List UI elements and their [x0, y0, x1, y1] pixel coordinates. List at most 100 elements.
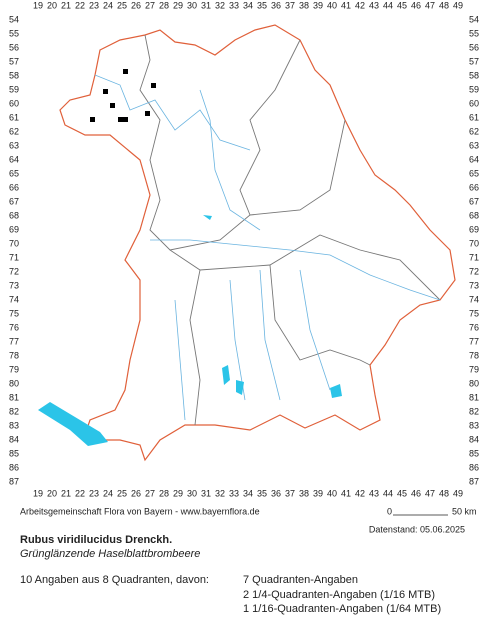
y-label: 85	[9, 448, 19, 458]
y-label: 55	[469, 28, 479, 38]
x-label: 24	[103, 0, 113, 10]
y-label: 70	[9, 238, 19, 248]
y-label: 78	[9, 350, 19, 360]
y-label: 84	[469, 434, 479, 444]
y-label: 56	[469, 42, 479, 52]
y-label: 68	[9, 210, 19, 220]
district-borders	[139, 34, 441, 426]
x-label: 38	[299, 0, 309, 10]
x-label: 41	[341, 488, 351, 498]
y-label: 75	[469, 308, 479, 318]
x-label: 21	[61, 488, 71, 498]
subtitle: Grünglänzende Haselblattbrombeere	[20, 548, 200, 560]
bavaria-border	[59, 24, 456, 462]
y-label: 69	[469, 224, 479, 234]
y-label: 65	[9, 168, 19, 178]
y-label: 86	[9, 462, 19, 472]
y-label: 61	[9, 112, 19, 122]
detail: 1 1/16-Quadranten-Angaben (1/64 MTB)	[243, 603, 441, 615]
x-label: 31	[201, 0, 211, 10]
y-label: 68	[469, 210, 479, 220]
x-label: 33	[229, 0, 239, 10]
x-label: 30	[187, 488, 197, 498]
y-label: 81	[469, 392, 479, 402]
x-label: 28	[159, 488, 169, 498]
x-label: 32	[215, 488, 225, 498]
x-label: 48	[439, 0, 449, 10]
y-label: 65	[469, 168, 479, 178]
x-label: 23	[89, 488, 99, 498]
y-label: 60	[9, 98, 19, 108]
y-label: 72	[469, 266, 479, 276]
y-label: 87	[469, 476, 479, 486]
y-label: 71	[9, 252, 19, 262]
x-label: 42	[355, 488, 365, 498]
y-label: 78	[469, 350, 479, 360]
scale-end: 50 km	[452, 506, 477, 516]
y-label: 64	[469, 154, 479, 164]
x-label: 46	[411, 0, 421, 10]
x-label: 30	[187, 0, 197, 10]
y-label: 64	[9, 154, 19, 164]
x-label: 26	[131, 0, 141, 10]
detail: 2 1/4-Quadranten-Angaben (1/16 MTB)	[243, 589, 435, 601]
x-label: 35	[257, 488, 267, 498]
x-label: 32	[215, 0, 225, 10]
detail: 7 Quadranten-Angaben	[243, 574, 358, 586]
y-label: 76	[9, 322, 19, 332]
x-label: 41	[341, 0, 351, 10]
y-label: 67	[469, 196, 479, 206]
x-label: 22	[75, 488, 85, 498]
x-label: 47	[425, 0, 435, 10]
y-label: 59	[9, 84, 19, 94]
y-label: 66	[469, 182, 479, 192]
x-label: 27	[145, 0, 155, 10]
x-label: 34	[243, 488, 253, 498]
x-label: 27	[145, 488, 155, 498]
x-label: 20	[47, 488, 57, 498]
x-label: 31	[201, 488, 211, 498]
x-label: 34	[243, 0, 253, 10]
summary: 10 Angaben aus 8 Quadranten, davon:	[20, 574, 209, 586]
x-label: 47	[425, 488, 435, 498]
y-label: 77	[469, 336, 479, 346]
x-label: 19	[33, 488, 43, 498]
rivers	[94, 74, 441, 421]
x-label: 24	[103, 488, 113, 498]
x-label: 33	[229, 488, 239, 498]
y-label: 57	[9, 56, 19, 66]
y-label: 82	[9, 406, 19, 416]
x-label: 35	[257, 0, 267, 10]
x-label: 40	[327, 0, 337, 10]
y-label: 72	[9, 266, 19, 276]
grid-labels: 19 19 20 20 21 21 22 22 23 23 24 24 25 25 26 26 27 27 28 28…	[9, 0, 479, 498]
y-label: 69	[9, 224, 19, 234]
x-label: 46	[411, 488, 421, 498]
x-label: 39	[313, 488, 323, 498]
y-label: 74	[9, 294, 19, 304]
date: Datenstand: 05.06.2025	[369, 524, 465, 534]
y-label: 60	[469, 98, 479, 108]
y-label: 81	[9, 392, 19, 402]
lakes	[38, 215, 342, 446]
y-label: 58	[9, 70, 19, 80]
x-label: 40	[327, 488, 337, 498]
y-label: 83	[469, 420, 479, 430]
y-label: 85	[469, 448, 479, 458]
y-label: 84	[9, 434, 19, 444]
x-label: 37	[285, 488, 295, 498]
y-label: 59	[469, 84, 479, 94]
y-label: 57	[469, 56, 479, 66]
y-label: 75	[9, 308, 19, 318]
y-label: 82	[469, 406, 479, 416]
y-label: 71	[469, 252, 479, 262]
y-label: 86	[469, 462, 479, 472]
x-label: 29	[173, 488, 183, 498]
x-label: 37	[285, 0, 295, 10]
x-label: 19	[33, 0, 43, 10]
y-label: 73	[9, 280, 19, 290]
y-label: 67	[9, 196, 19, 206]
y-label: 58	[469, 70, 479, 80]
x-label: 49	[453, 0, 463, 10]
